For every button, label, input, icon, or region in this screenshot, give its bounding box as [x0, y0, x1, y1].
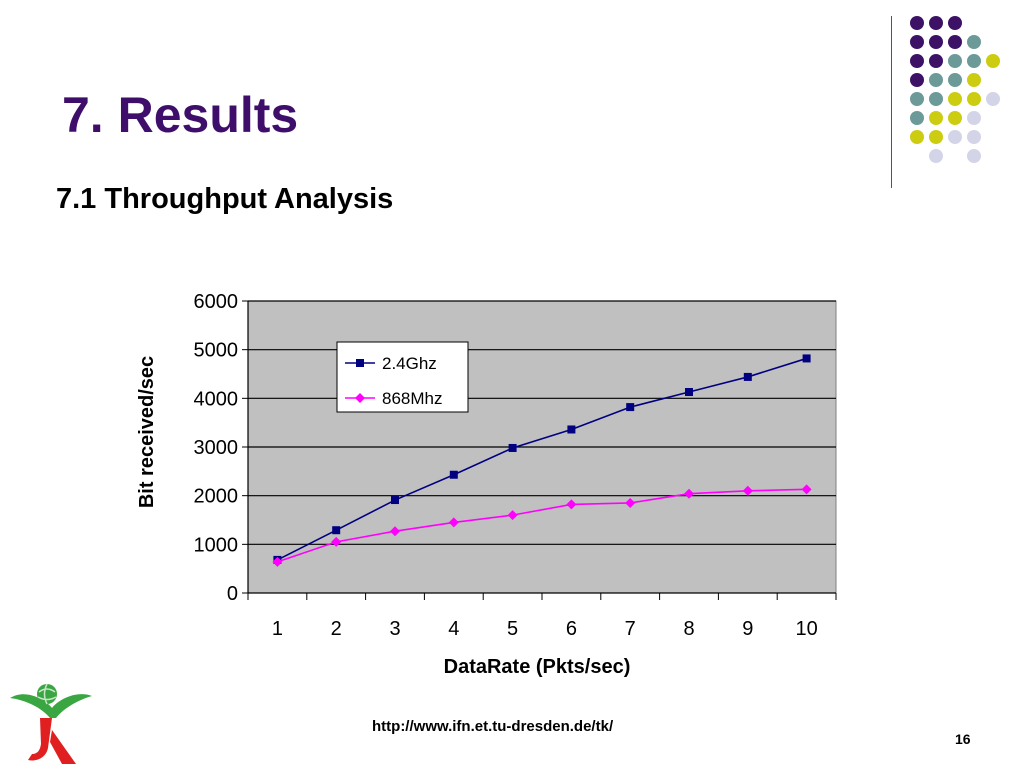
data-point [567, 425, 576, 434]
decor-dot [967, 149, 981, 163]
decor-dot [929, 35, 943, 49]
decor-dot [910, 35, 924, 49]
legend-swatch-marker [355, 393, 365, 403]
legend-label: 2.4Ghz [382, 354, 437, 373]
data-point [449, 470, 458, 479]
y-tick-label: 5000 [194, 340, 239, 362]
data-point [566, 499, 577, 510]
decor-dot [929, 130, 943, 144]
decor-dot [967, 92, 981, 106]
x-tick-label: 9 [742, 618, 753, 640]
data-point [448, 517, 459, 528]
decor-dot [910, 16, 924, 30]
decor-dot [948, 111, 962, 125]
x-tick-label: 4 [448, 618, 459, 640]
data-point [801, 484, 812, 495]
decor-dot [967, 130, 981, 144]
decor-divider [891, 16, 892, 188]
decor-dot [948, 73, 962, 87]
data-point [391, 496, 399, 505]
x-tick-label: 5 [507, 618, 518, 640]
decor-dot [910, 111, 924, 125]
data-point [508, 443, 517, 452]
y-tick-label: 4000 [194, 388, 239, 410]
decor-dot [948, 130, 962, 144]
x-tick-label: 3 [389, 618, 400, 640]
data-point [331, 536, 342, 547]
decor-dot-grid [900, 10, 1010, 170]
y-tick-label: 3000 [194, 437, 239, 459]
decor-dot [910, 130, 924, 144]
data-point [332, 526, 341, 535]
y-tick-label: 1000 [194, 534, 239, 556]
y-tick-label: 6000 [194, 291, 239, 313]
data-point [626, 403, 635, 412]
decor-dot [986, 54, 1000, 68]
decor-dot [929, 16, 943, 30]
decor-dot [948, 92, 962, 106]
slide-subtitle: 7.1 Throughput Analysis [56, 183, 394, 215]
data-point [685, 388, 693, 397]
x-tick-label: 8 [683, 618, 694, 640]
data-point [684, 488, 694, 499]
tk-logo-icon [10, 683, 92, 764]
y-tick-label: 2000 [194, 486, 239, 508]
decor-dot [910, 92, 924, 106]
x-axis-title: DataRate (Pkts/sec) [444, 656, 631, 678]
decor-dot [910, 54, 924, 68]
data-point [390, 526, 400, 537]
y-tick-label: 0 [227, 583, 238, 605]
x-tick-label: 10 [795, 618, 817, 640]
data-point [743, 372, 752, 381]
x-tick-label: 6 [566, 618, 577, 640]
footer-url: http://www.ifn.et.tu-dresden.de/tk/ [372, 718, 614, 735]
decor-dot [929, 149, 943, 163]
legend-label: 868Mhz [382, 389, 442, 408]
decor-dot [986, 92, 1000, 106]
decor-dot [967, 111, 981, 125]
decor-dot [929, 54, 943, 68]
data-point [742, 485, 753, 496]
page-number: 16 [955, 731, 971, 747]
y-axis-title: Bit received/sec [136, 356, 158, 508]
throughput-chart: 0 1000 2000 3000 4000 5000 6000 1 2 3 4 5 6 7 8 9 10 Data… [136, 291, 837, 678]
decor-dot [929, 111, 943, 125]
decor-dot [929, 73, 943, 87]
x-tick-label: 1 [272, 618, 283, 640]
decor-dot [967, 73, 981, 87]
series-line-1 [277, 488, 807, 563]
decor-dot [910, 73, 924, 87]
legend-swatch-marker [356, 359, 364, 367]
decor-dot [948, 54, 962, 68]
decor-dot [948, 16, 962, 30]
x-tick-label: 2 [331, 618, 342, 640]
data-point [802, 354, 811, 363]
series-line-0 [277, 357, 807, 561]
data-point [625, 497, 636, 508]
decor-dot [929, 92, 943, 106]
x-tick-label: 7 [625, 618, 636, 640]
slide-title: 7. Results [62, 87, 299, 143]
decor-dot [967, 35, 981, 49]
data-point [272, 556, 283, 567]
decor-dot [948, 35, 962, 49]
decor-dot [967, 54, 981, 68]
